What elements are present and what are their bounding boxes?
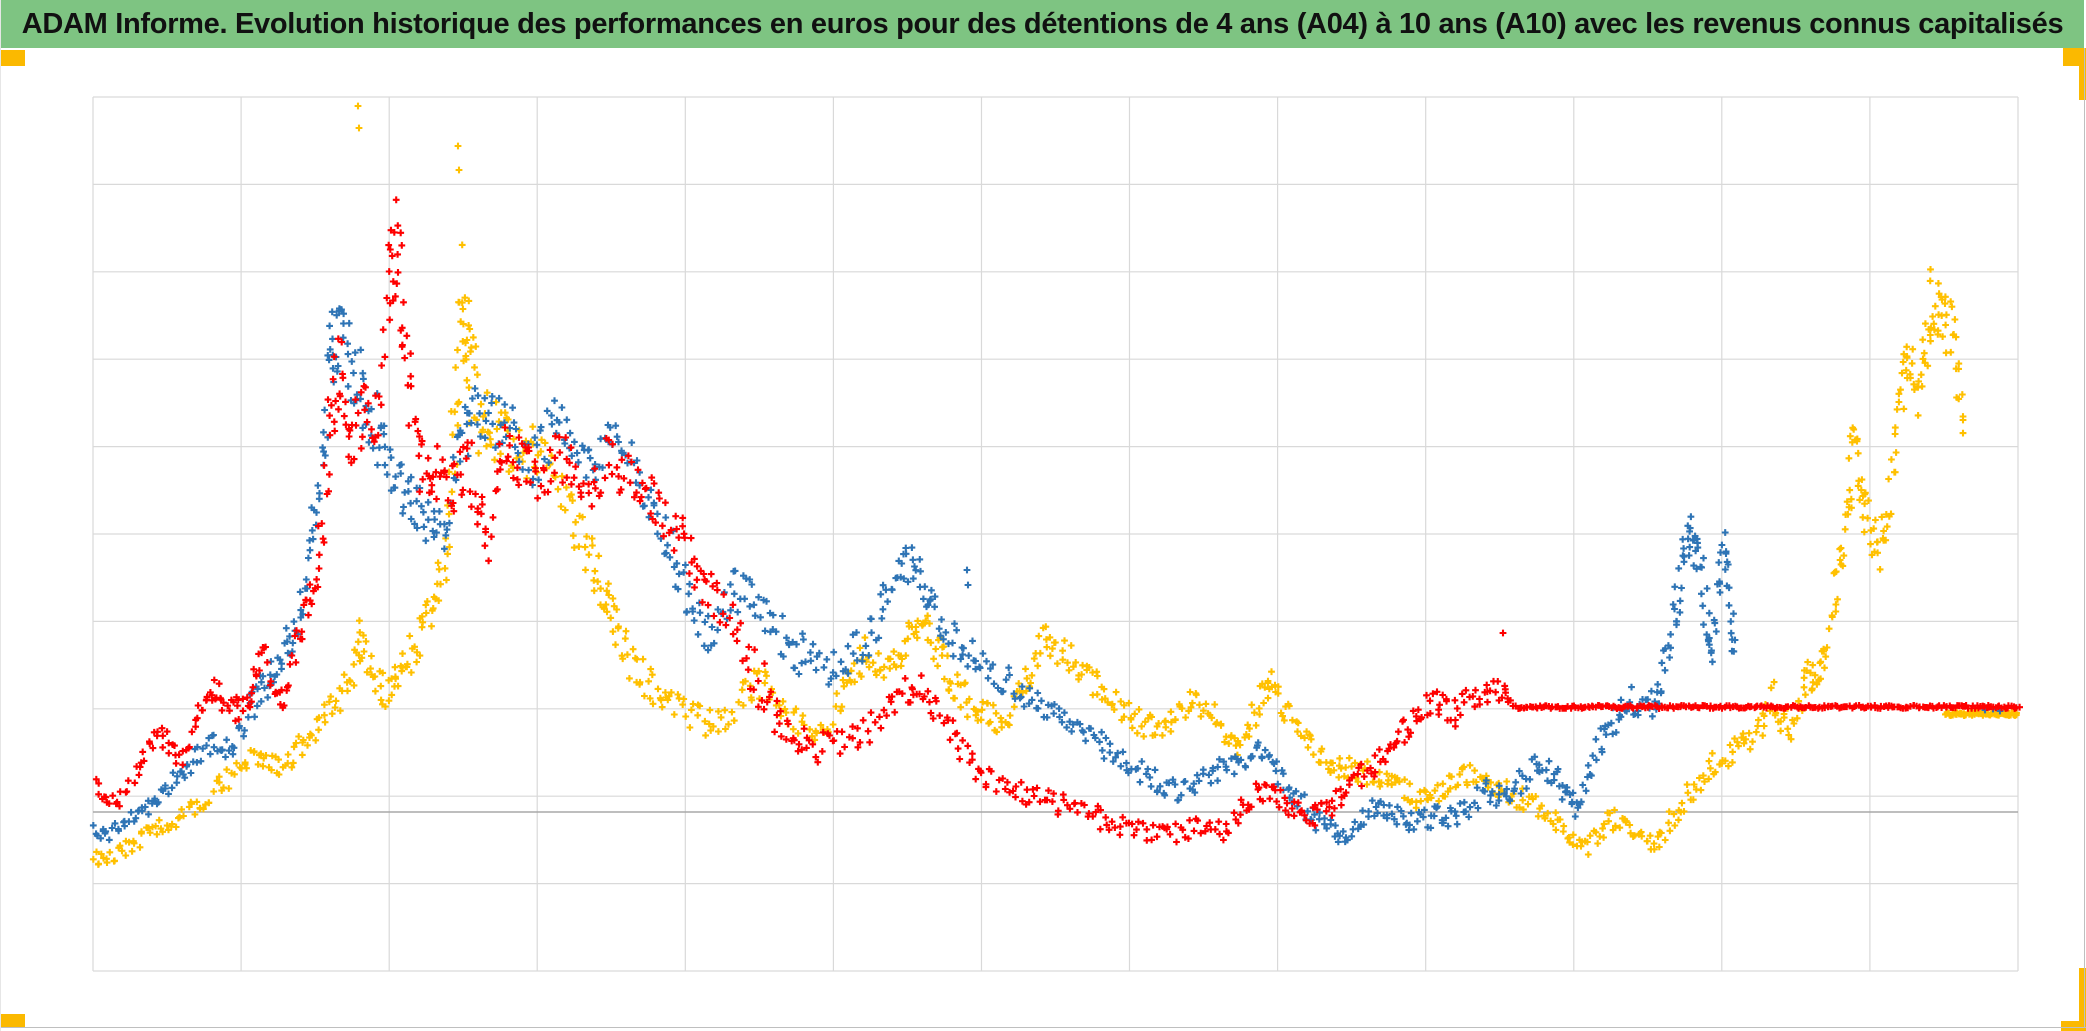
chart-title: ADAM Informe. Evolution historique des p… xyxy=(21,7,2064,40)
corner-accent-bottom-left xyxy=(1,1014,25,1027)
frame-line-right xyxy=(2084,48,2085,1028)
corner-accent-bottom-right-h xyxy=(2061,1021,2086,1031)
chart-canvas xyxy=(89,96,2023,972)
corner-accent-bottom-right-v xyxy=(2079,968,2086,1031)
frame-line-bottom xyxy=(1,1027,2086,1028)
chart-title-bar: ADAM Informe. Evolution historique des p… xyxy=(1,0,2084,48)
corner-accent-top-right-v xyxy=(2079,48,2086,100)
corner-accent-top-left xyxy=(1,50,25,66)
scatter-chart[interactable] xyxy=(1,48,2086,1031)
